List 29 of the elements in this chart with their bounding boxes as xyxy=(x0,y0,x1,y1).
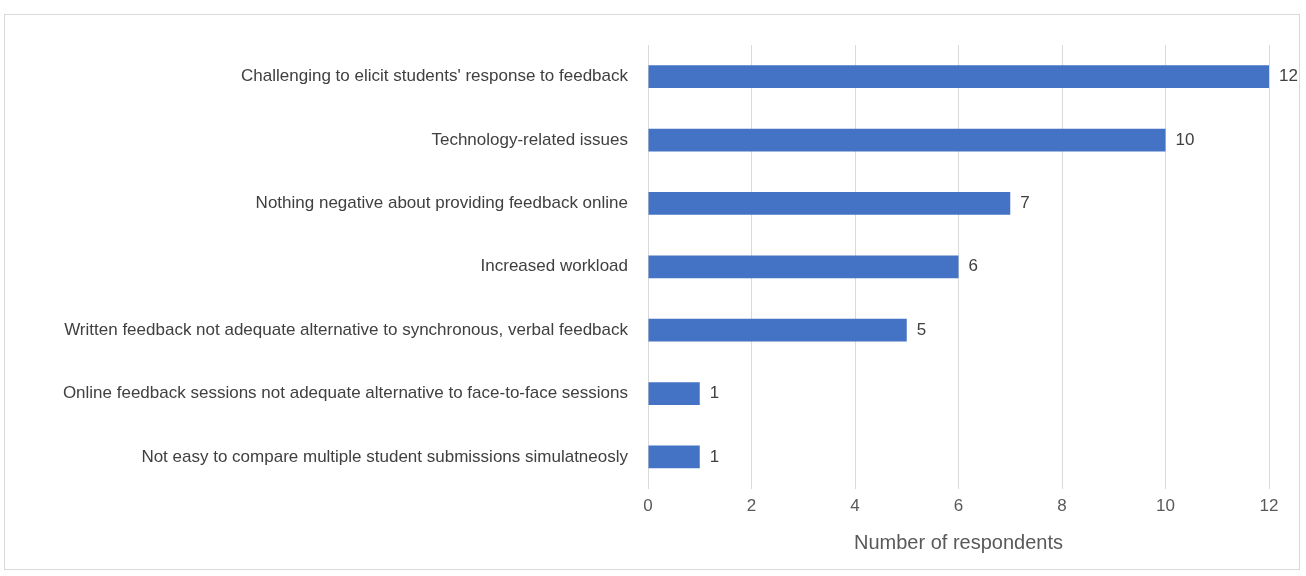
y-tick-label: Nothing negative about providing feedback online xyxy=(255,193,628,213)
x-tick-label: 2 xyxy=(746,496,757,516)
data-label: 5 xyxy=(916,319,927,339)
bar xyxy=(648,65,1269,89)
y-tick-label: Online feedback sessions not adequate alternative to face-to-face sessions xyxy=(62,383,628,403)
data-label: 10 xyxy=(1175,129,1195,149)
data-label: 6 xyxy=(968,256,978,276)
x-tick-label: 4 xyxy=(850,496,860,516)
y-tick-label: Increased workload xyxy=(480,256,628,276)
x-tick-label: 0 xyxy=(643,496,653,516)
x-axis-title: Number of respondents xyxy=(853,530,1064,553)
y-tick-label: Not easy to compare multiple student submissions simulatneosly xyxy=(141,446,629,466)
bar xyxy=(648,445,700,469)
bar xyxy=(648,128,1166,152)
data-label: 1 xyxy=(709,446,720,466)
data-label: 7 xyxy=(1020,193,1030,213)
data-label: 12 xyxy=(1279,66,1298,86)
bar xyxy=(648,192,1011,215)
y-tick-label: Technology-related issues xyxy=(431,129,628,149)
x-tick-label: 6 xyxy=(953,496,964,516)
bar xyxy=(648,382,700,405)
bar xyxy=(648,255,959,279)
data-label: 1 xyxy=(709,383,720,403)
x-tick-label: 12 xyxy=(1259,496,1279,516)
bar xyxy=(648,318,907,342)
x-tick-label: 10 xyxy=(1156,496,1175,516)
y-tick-label: Challenging to elicit students' response to feedback xyxy=(241,66,629,86)
y-tick-label: Written feedback not adequate alternative to synchronous, verbal feedback xyxy=(64,319,629,339)
x-tick-label: 8 xyxy=(1057,496,1067,516)
